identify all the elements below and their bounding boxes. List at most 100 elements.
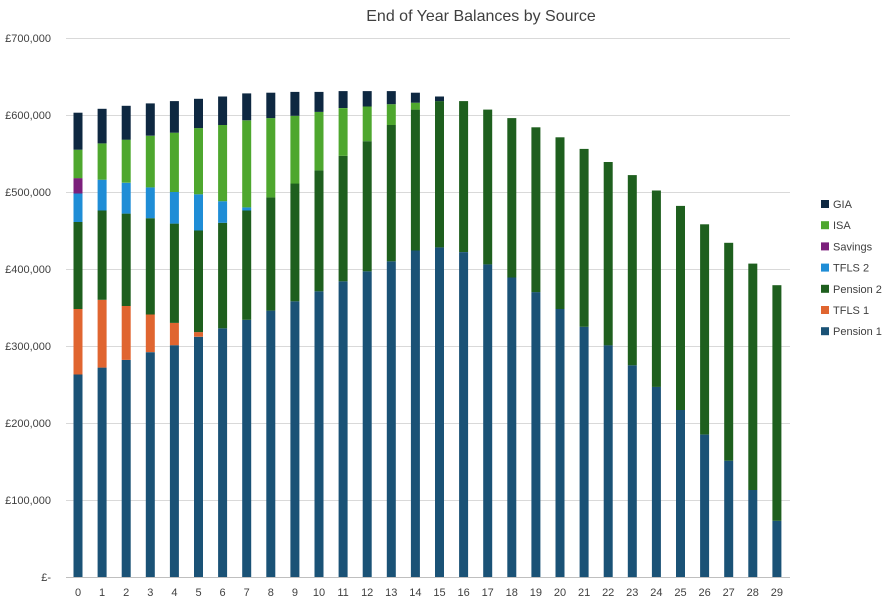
bar-segment (362, 141, 372, 272)
bar-segment (97, 299, 107, 368)
bar-segment (218, 125, 228, 202)
bar-segment (724, 460, 734, 577)
bar-segment (772, 520, 782, 577)
bar-segment (627, 175, 637, 366)
x-tick-label: 29 (771, 587, 783, 599)
bar-segment (218, 201, 228, 223)
bar-segment (410, 109, 420, 251)
bar-segment (97, 143, 107, 180)
x-tick-label: 15 (433, 587, 445, 599)
bar-segment (555, 137, 565, 309)
bar-segment (169, 132, 179, 192)
bar-segment (362, 106, 372, 142)
bar-segment (242, 207, 252, 211)
x-tick-label: 22 (602, 587, 614, 599)
bar-segment (603, 162, 613, 346)
x-tick-label: 13 (385, 587, 397, 599)
bar-segment (362, 271, 372, 577)
bar-segment (121, 306, 131, 360)
bar-segment (194, 336, 203, 577)
x-tick-label: 26 (698, 587, 710, 599)
x-tick-label: 14 (409, 587, 421, 599)
bar-segment (169, 345, 179, 577)
bar-segment (242, 319, 252, 577)
bar-segment (194, 128, 203, 195)
bar-segment (314, 170, 324, 292)
bar-segment (169, 223, 179, 323)
bar-segment (338, 281, 348, 577)
bar-segment (194, 194, 203, 231)
bar-segment (314, 91, 324, 112)
y-tick-label: £700,000 (5, 33, 51, 45)
legend-label: TFLS 1 (833, 305, 869, 317)
x-tick-label: 21 (578, 587, 590, 599)
bar-segment (73, 149, 83, 179)
bars (73, 91, 782, 578)
x-tick-label: 5 (195, 587, 201, 599)
bar-segment (410, 102, 420, 110)
bar-segment (169, 322, 179, 346)
bar-segment (700, 224, 710, 435)
bar-segment (97, 108, 107, 144)
bar-segment (145, 314, 155, 353)
x-tick-label: 6 (220, 587, 226, 599)
x-tick-label: 18 (506, 587, 518, 599)
bar-segment (169, 192, 179, 224)
bar-segment (73, 112, 83, 150)
legend-swatch (821, 284, 829, 293)
bar-segment (314, 111, 324, 171)
bar-segment (290, 115, 300, 184)
legend-label: Savings (833, 241, 873, 253)
bar-segment (194, 230, 203, 333)
bar-segment (386, 104, 396, 125)
bar-segment (194, 332, 203, 337)
y-axis-tick-labels: £- £100,000 £200,000 £300,000 £400,000 £500,0… (5, 33, 51, 584)
bar-segment (627, 365, 637, 578)
bar-segment (748, 263, 758, 490)
y-tick-label: £300,000 (5, 341, 51, 353)
y-tick-label: £100,000 (5, 495, 51, 507)
bar-segment (121, 105, 131, 140)
bar-segment (603, 345, 613, 577)
bar-segment (362, 91, 372, 107)
bar-segment (266, 118, 276, 198)
bar-segment (435, 247, 444, 577)
bar-segment (145, 103, 155, 136)
bar-segment (483, 264, 493, 577)
bar-segment (121, 359, 131, 577)
bar-segment (194, 98, 203, 129)
y-tick-label: £500,000 (5, 187, 51, 199)
x-tick-label: 3 (147, 587, 153, 599)
bar-segment (97, 210, 107, 300)
legend-swatch (821, 200, 829, 208)
x-tick-label: 28 (747, 587, 759, 599)
x-tick-label: 23 (626, 587, 638, 599)
bar-segment (314, 291, 324, 577)
y-tick-label: £400,000 (5, 264, 51, 276)
bar-segment (218, 328, 228, 577)
x-tick-label: 12 (361, 587, 373, 599)
x-tick-label: 1 (99, 587, 105, 599)
legend-label: Pension 1 (833, 326, 882, 338)
bar-segment (435, 101, 444, 248)
bar-segment (266, 197, 276, 311)
x-tick-label: 17 (482, 587, 494, 599)
chart-title: End of Year Balances by Source (366, 8, 596, 25)
legend: GIA ISA Savings TFLS 2 Pension 2 TFLS 1 Pensio… (821, 199, 882, 338)
bar-segment (435, 96, 444, 102)
legend-label: Pension 2 (833, 284, 882, 296)
bar-segment (290, 91, 300, 116)
y-tick-label: £200,000 (5, 418, 51, 430)
x-tick-label: 19 (530, 587, 542, 599)
bar-segment (97, 367, 107, 577)
x-tick-label: 24 (650, 587, 662, 599)
bar-segment (410, 92, 420, 103)
bar-segment (145, 187, 155, 219)
x-axis-tick-labels: 0 1 2 3 4 5 6 7 8 9 10 11 12 13 14 15 16 17 18 19 20 21 22 23 24… (75, 587, 783, 599)
bar-segment (651, 386, 661, 577)
bar-segment (531, 127, 541, 293)
bar-segment (73, 309, 83, 375)
gridlines (66, 38, 790, 578)
x-tick-label: 25 (674, 587, 686, 599)
